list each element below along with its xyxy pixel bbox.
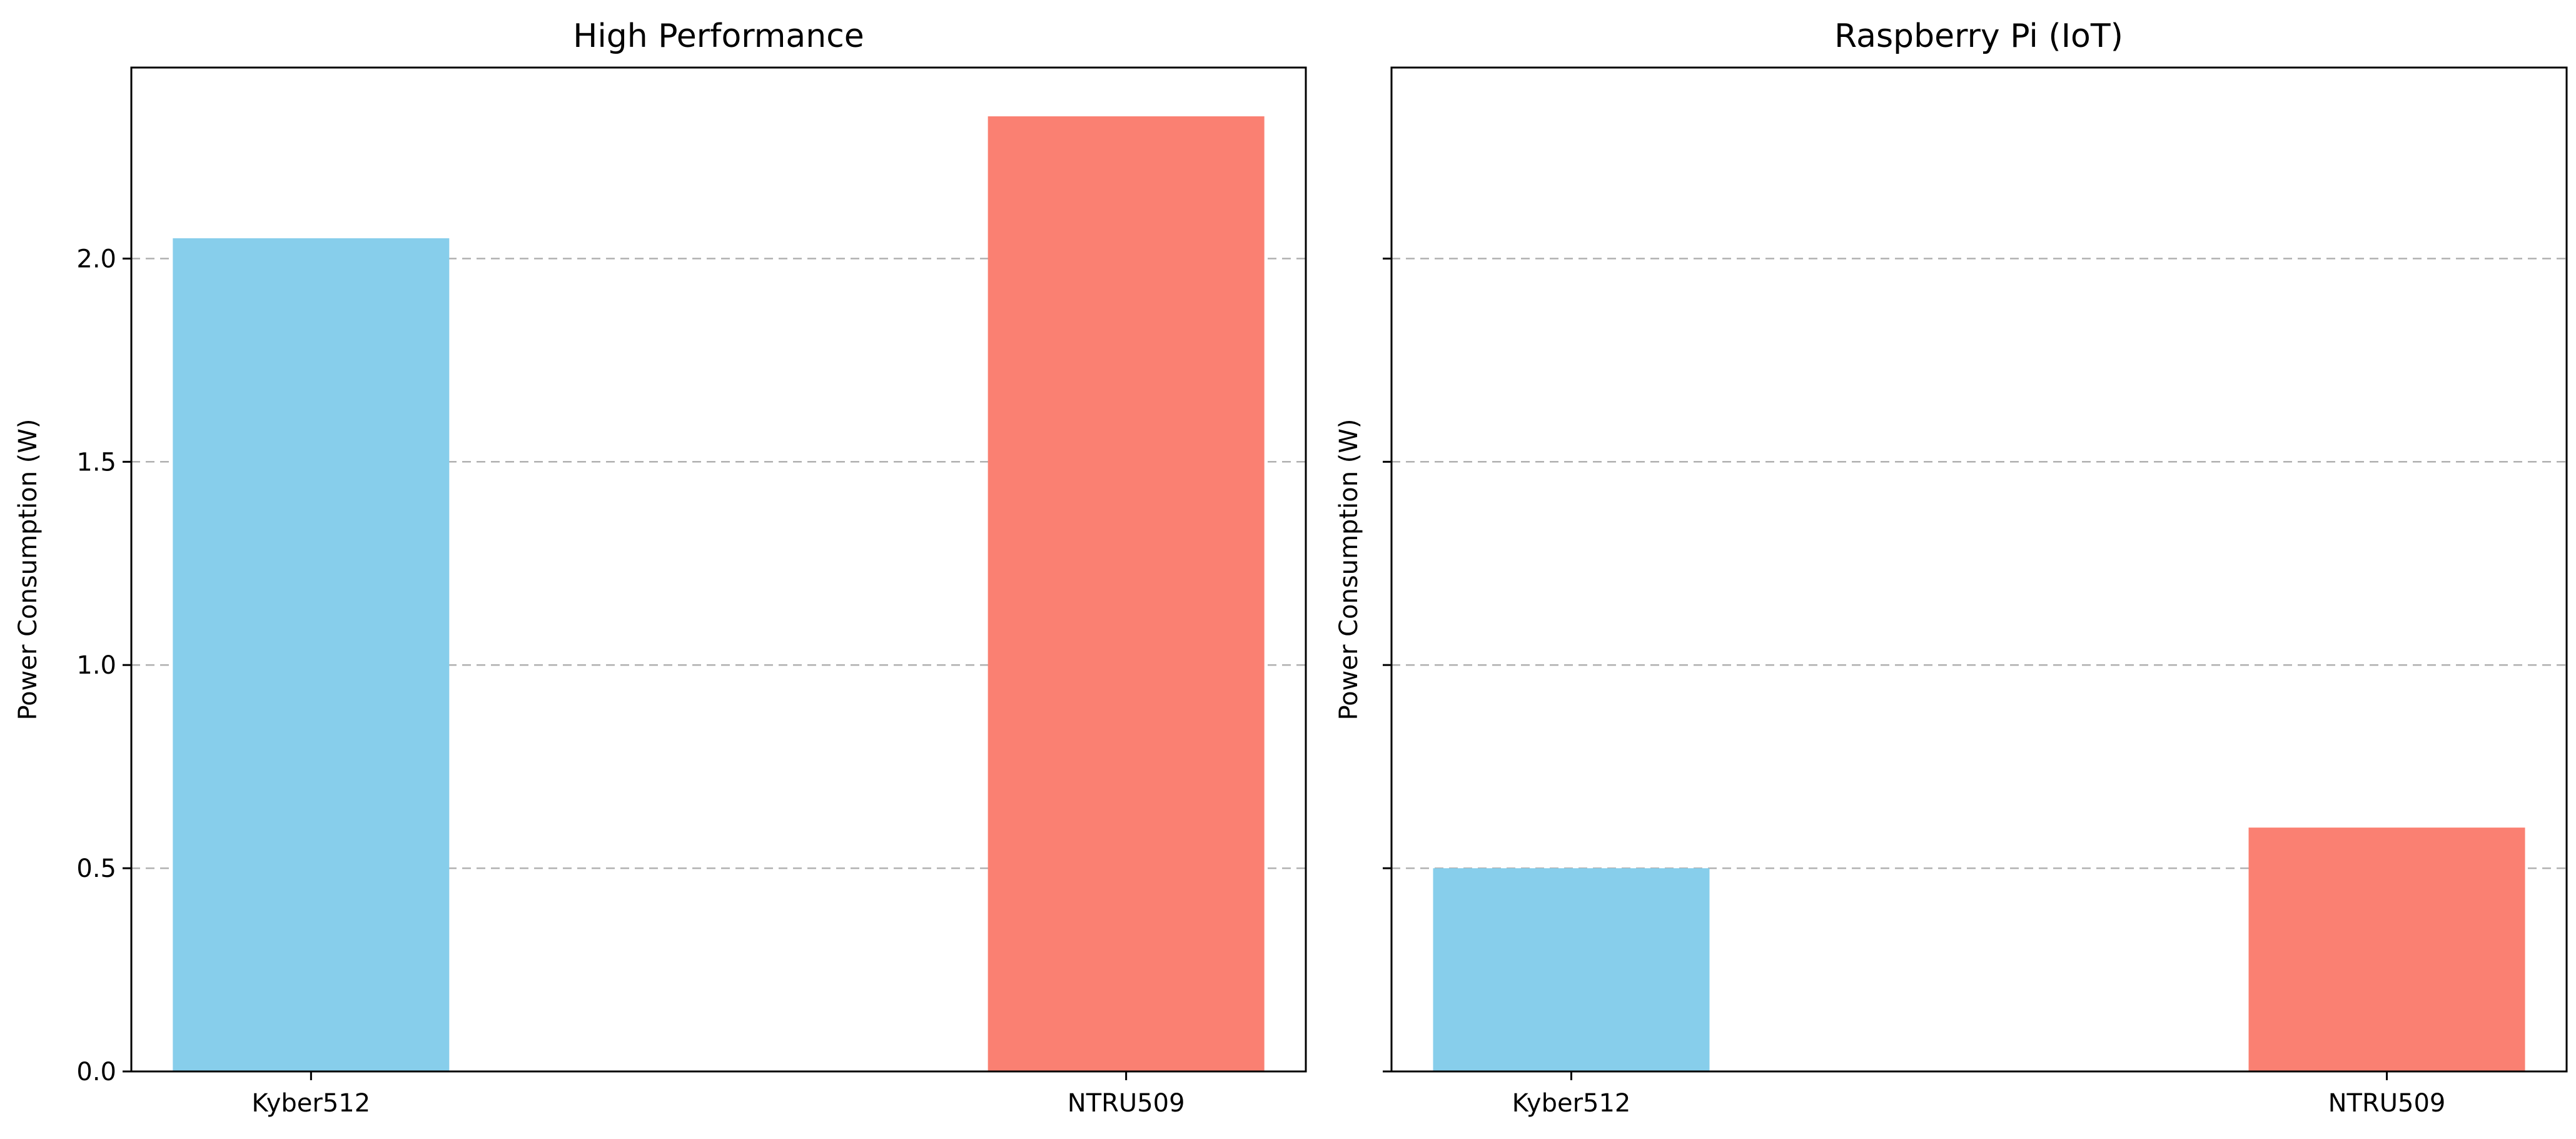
y-tick-label: 0.5 bbox=[76, 854, 116, 883]
bar-ntru509 bbox=[987, 116, 1265, 1071]
x-tick-label: Kyber512 bbox=[1512, 1089, 1631, 1118]
x-tick-label: NTRU509 bbox=[1068, 1089, 1185, 1118]
bar-kyber512 bbox=[1433, 868, 1710, 1071]
x-tick-label: NTRU509 bbox=[2328, 1089, 2446, 1118]
x-tick-label: Kyber512 bbox=[251, 1089, 370, 1118]
plot-frame bbox=[1390, 66, 2568, 1073]
bar-kyber512 bbox=[173, 238, 450, 1071]
y-axis-label: Power Consumption (W) bbox=[1335, 418, 1363, 720]
y-tick-label: 1.5 bbox=[76, 448, 116, 477]
y-axis-label: Power Consumption (W) bbox=[14, 418, 43, 720]
y-tick-label: 1.0 bbox=[76, 651, 116, 680]
y-tick-label: 0.0 bbox=[76, 1058, 116, 1086]
bar-ntru509 bbox=[2248, 828, 2525, 1071]
panel-raspberry-pi: Raspberry Pi (IoT) Power Consumption (W)… bbox=[1335, 18, 2568, 1118]
plot-frame bbox=[130, 66, 1307, 1073]
chart-title: High Performance bbox=[573, 18, 864, 55]
chart-title: Raspberry Pi (IoT) bbox=[1834, 18, 2123, 55]
panel-high-performance: High Performance Power Consumption (W) 0… bbox=[14, 18, 1307, 1118]
y-tick-label: 2.0 bbox=[76, 245, 116, 273]
